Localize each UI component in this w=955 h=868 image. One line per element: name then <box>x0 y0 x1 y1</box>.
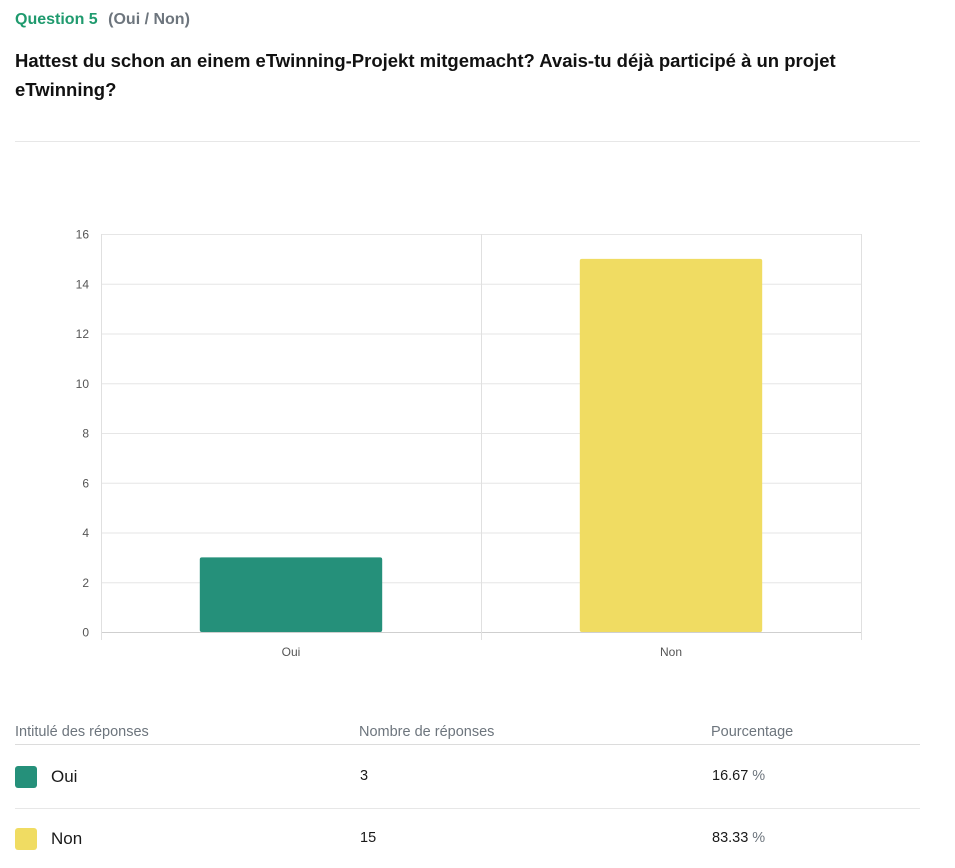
y-tick-label: 12 <box>76 327 90 341</box>
row-label: Non <box>51 829 83 848</box>
row-label: Oui <box>51 767 78 786</box>
percent-unit: % <box>752 768 766 784</box>
y-tick-label: 4 <box>82 526 89 540</box>
row-count: 15 <box>360 830 377 846</box>
column-header-percent: Pourcentage <box>711 724 794 740</box>
percent-value: 16.67 <box>712 768 749 784</box>
column-header-label: Intitulé des réponses <box>15 724 149 740</box>
x-tick-label: Non <box>660 645 682 659</box>
header-divider <box>15 141 920 142</box>
bar-non <box>579 258 763 632</box>
y-tick-label: 16 <box>76 228 90 242</box>
percent-value: 83.33 <box>712 830 749 846</box>
table-header-divider <box>15 744 920 745</box>
y-tick-label: 6 <box>82 476 89 490</box>
legend-swatch-non <box>15 828 37 850</box>
y-tick-label: 10 <box>76 377 90 391</box>
row-percent: 83.33% <box>712 830 765 846</box>
question-title: Hattest du schon an einem eTwinning-Proj… <box>15 50 836 100</box>
row-percent: 16.67% <box>712 768 765 784</box>
y-tick-label: 14 <box>76 277 90 291</box>
x-tick-label: Oui <box>282 645 301 659</box>
column-header-count: Nombre de réponses <box>359 724 495 740</box>
y-tick-label: 0 <box>82 626 89 640</box>
row-count: 3 <box>360 768 369 784</box>
table-row: Non 15 83.33% <box>15 828 920 868</box>
bar-chart: 0 2 4 6 8 10 12 14 16 Oui Non <box>76 228 862 659</box>
question-type: (Oui / Non) <box>108 11 190 28</box>
table-row: Oui 3 16.67% <box>15 766 920 806</box>
row-divider <box>15 808 920 809</box>
question-number: Question 5 <box>15 11 98 28</box>
bar-oui <box>199 557 383 632</box>
legend-swatch-oui <box>15 766 37 788</box>
percent-unit: % <box>752 830 766 846</box>
question-header: Question 5 (Oui / Non) <box>15 11 190 29</box>
y-tick-label: 2 <box>82 576 89 590</box>
y-tick-label: 8 <box>82 427 89 441</box>
